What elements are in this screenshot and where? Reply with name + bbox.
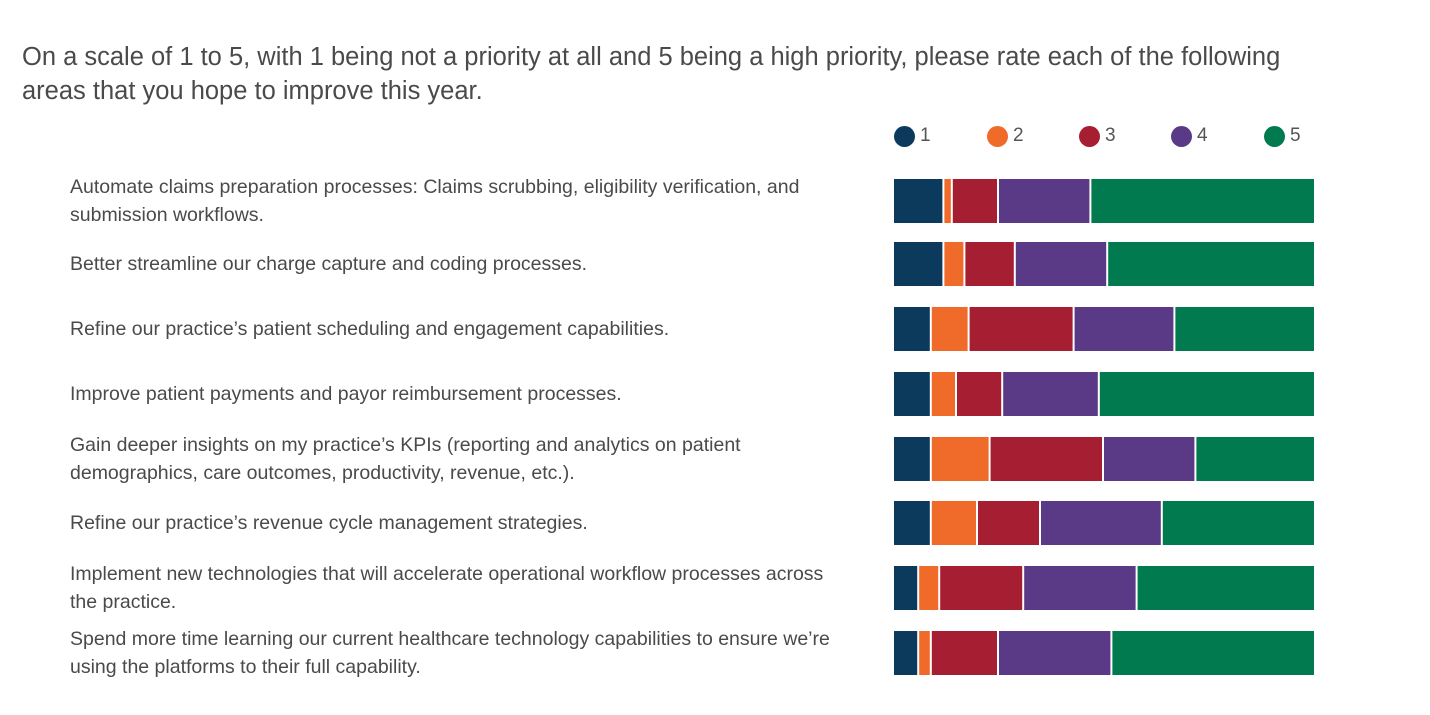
bar-segment: [957, 372, 1002, 416]
question-label: Implement new technologies that will acc…: [70, 563, 824, 613]
question-label: Better streamline our charge capture and…: [70, 253, 588, 275]
bar-segment: [894, 501, 930, 545]
question-label: Improve patient payments and payor reimb…: [70, 383, 622, 405]
chart-title: On a scale of 1 to 5, with 1 being not a…: [22, 43, 1281, 105]
bar-segment: [931, 437, 989, 481]
bar-segment: [944, 242, 964, 286]
bar-segment: [990, 437, 1102, 481]
bar-segment: [894, 242, 943, 286]
legend-swatch: [894, 125, 915, 147]
bar-segment: [1074, 307, 1174, 351]
bar-segment: [1108, 242, 1314, 286]
bar-segment: [1091, 179, 1314, 223]
legend-label: 3: [1105, 125, 1116, 146]
bar-segment: [999, 179, 1090, 223]
bar-segment: [978, 501, 1039, 545]
question-label: Refine our practice’s patient scheduling…: [70, 318, 670, 340]
legend-swatch: [1079, 125, 1100, 147]
bar-segment: [999, 631, 1111, 675]
bar-segment: [1175, 307, 1314, 351]
bar-segment: [1003, 372, 1098, 416]
bar-segment: [894, 566, 918, 610]
bar-segment: [1041, 501, 1161, 545]
question-label: Automate claims preparation processes: C…: [70, 176, 800, 226]
bar-segment: [894, 179, 943, 223]
bar-segment: [919, 631, 930, 675]
legend: 1 2 3 4 5: [894, 122, 1334, 150]
legend-item: 4: [1171, 122, 1208, 150]
bar-segment: [952, 179, 997, 223]
bar-segment: [931, 631, 997, 675]
bar-segment: [940, 566, 1023, 610]
bar-segment: [1024, 566, 1136, 610]
legend-item: 5: [1264, 122, 1301, 150]
legend-item: 1: [894, 122, 931, 150]
bar-segment: [931, 372, 955, 416]
bar-segment: [931, 307, 968, 351]
bar-segment: [1015, 242, 1107, 286]
bar-segment: [965, 242, 1014, 286]
legend-swatch: [987, 125, 1008, 147]
bar-segment: [969, 307, 1073, 351]
bar-segment: [1104, 437, 1195, 481]
bar-segment: [1162, 501, 1314, 545]
bar-segment: [894, 307, 930, 351]
bar-segment: [1112, 631, 1314, 675]
legend-label: 4: [1197, 125, 1208, 146]
question-label: Refine our practice’s revenue cycle mana…: [70, 512, 588, 534]
legend-item: 3: [1079, 122, 1116, 150]
question-label: Spend more time learning our current hea…: [70, 628, 830, 678]
bar-segment: [919, 566, 939, 610]
question-label: Gain deeper insights on my practice’s KP…: [70, 434, 741, 484]
legend-label: 5: [1290, 125, 1301, 146]
legend-swatch: [1264, 125, 1285, 147]
bar-segment: [1099, 372, 1314, 416]
bar-segment: [894, 631, 918, 675]
bar-segment: [931, 501, 976, 545]
legend-item: 2: [987, 122, 1024, 150]
legend-swatch: [1171, 125, 1192, 147]
bar-segment: [944, 179, 951, 223]
bar-segment: [1137, 566, 1314, 610]
legend-label: 2: [1013, 125, 1024, 146]
bar-segment: [894, 437, 930, 481]
bar-segment: [1196, 437, 1314, 481]
legend-label: 1: [920, 125, 931, 146]
bar-segment: [894, 372, 930, 416]
